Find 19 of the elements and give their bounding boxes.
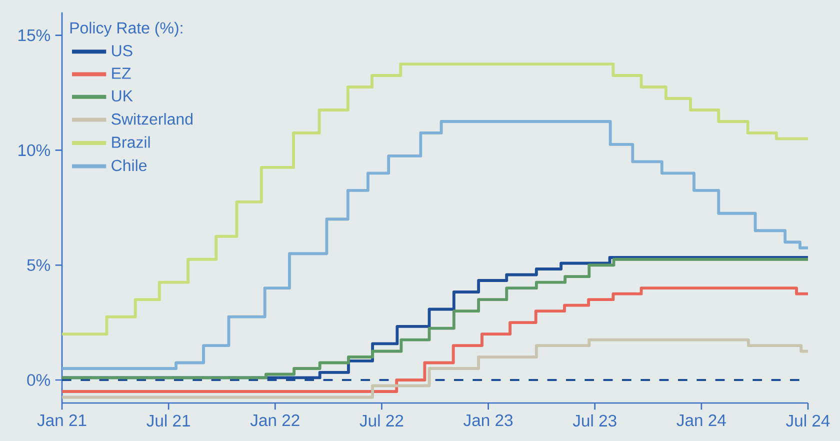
x-tick-label: Jan 21 xyxy=(37,414,86,426)
legend-title: Policy Rate (%): xyxy=(70,22,182,37)
y-tick-label: 10% xyxy=(18,144,50,156)
y-tick-label: 0% xyxy=(27,374,50,386)
x-tick-label: Jul 21 xyxy=(146,414,190,427)
y-tick-label: 5% xyxy=(27,259,50,271)
x-tick-label: Jan 22 xyxy=(250,414,300,426)
x-tick-label: Jul 22 xyxy=(360,414,404,427)
legend-label: EZ xyxy=(112,68,131,79)
legend-label: Chile xyxy=(112,159,147,172)
legend-label: UK xyxy=(112,90,133,102)
x-tick-label: Jan 23 xyxy=(464,414,513,426)
x-tick-label: Jul 23 xyxy=(572,414,616,427)
legend-label: US xyxy=(112,45,132,56)
x-tick-label: Jan 24 xyxy=(676,414,726,426)
legend-label: Switzerland xyxy=(112,113,192,125)
y-tick-label: 15% xyxy=(18,29,50,42)
legend-label: Brazil xyxy=(112,136,150,148)
x-tick-label: Jul 24 xyxy=(786,414,830,427)
